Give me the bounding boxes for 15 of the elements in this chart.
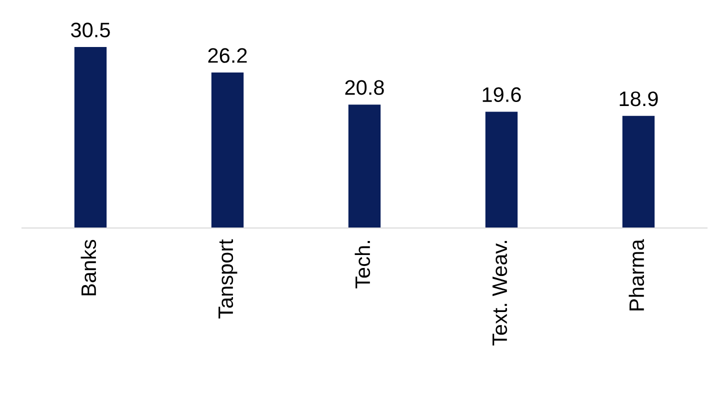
data-label: 19.6 — [482, 87, 521, 102]
data-label: 18.9 — [620, 91, 658, 106]
data-label: 26.2 — [208, 48, 247, 63]
x-tick-label: Pharma — [628, 239, 644, 310]
bar — [348, 104, 381, 228]
bar — [74, 47, 107, 228]
x-tick-label: Tansport — [218, 239, 238, 319]
x-tick-label: Text. Weav. — [492, 241, 508, 346]
bar — [622, 116, 655, 228]
bar — [211, 72, 244, 228]
data-label: 30.5 — [71, 22, 110, 38]
x-tick-label: Tech. — [354, 241, 370, 288]
x-tick-label: Banks — [80, 240, 96, 296]
data-label: 20.8 — [345, 80, 384, 95]
bar — [485, 112, 518, 228]
